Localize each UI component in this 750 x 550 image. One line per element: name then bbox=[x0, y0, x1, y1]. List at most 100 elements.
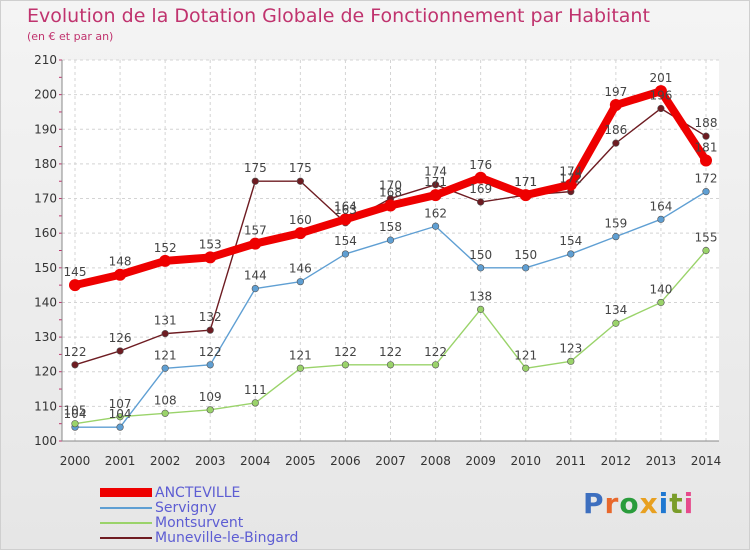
legend-label: Muneville-le-Bingard bbox=[155, 529, 299, 546]
data-label-muneville-le-bingard: 196 bbox=[649, 88, 672, 102]
data-label-muneville-le-bingard: 163 bbox=[334, 203, 357, 217]
data-point-ancteville bbox=[249, 237, 262, 250]
data-label-servigny: 104 bbox=[109, 407, 132, 421]
data-label-montsurvent: 107 bbox=[109, 397, 132, 411]
x-tick-label: 2004 bbox=[240, 454, 271, 468]
y-tick-label: 140 bbox=[34, 295, 57, 309]
data-label-ancteville: 181 bbox=[695, 140, 718, 154]
y-tick-label: 110 bbox=[34, 399, 57, 413]
data-point-muneville-le-bingard bbox=[702, 132, 710, 140]
data-label-montsurvent: 105 bbox=[64, 404, 87, 418]
data-point-servigny bbox=[206, 361, 214, 369]
logo-letter: o bbox=[619, 487, 640, 520]
data-label-montsurvent: 122 bbox=[379, 345, 402, 359]
x-tick-label: 2002 bbox=[150, 454, 181, 468]
x-tick-label: 2010 bbox=[510, 454, 541, 468]
data-label-ancteville: 201 bbox=[649, 71, 672, 85]
data-point-muneville-le-bingard bbox=[612, 139, 620, 147]
legend-swatch bbox=[100, 536, 152, 539]
data-label-muneville-le-bingard: 170 bbox=[379, 179, 402, 193]
x-tick-label: 2011 bbox=[556, 454, 587, 468]
data-point-ancteville bbox=[159, 254, 172, 267]
legend-item: Montsurvent bbox=[100, 515, 243, 531]
data-point-montsurvent bbox=[612, 319, 620, 327]
data-label-muneville-le-bingard: 175 bbox=[244, 161, 267, 175]
data-point-ancteville bbox=[519, 189, 532, 202]
x-tick-label: 2013 bbox=[646, 454, 677, 468]
data-label-ancteville: 152 bbox=[154, 241, 177, 255]
data-label-ancteville: 197 bbox=[604, 85, 627, 99]
data-label-muneville-le-bingard: 174 bbox=[424, 165, 447, 179]
data-point-ancteville bbox=[474, 171, 487, 184]
data-point-ancteville bbox=[429, 189, 442, 202]
data-label-ancteville: 160 bbox=[289, 213, 312, 227]
data-label-ancteville: 168 bbox=[379, 185, 402, 199]
data-point-montsurvent bbox=[71, 420, 79, 428]
data-point-servigny bbox=[431, 222, 440, 230]
logo-letter: x bbox=[639, 487, 659, 520]
data-point-ancteville bbox=[339, 213, 352, 226]
x-tick-label: 2009 bbox=[465, 454, 496, 468]
y-tick-label: 150 bbox=[34, 261, 57, 275]
logo-letter: r bbox=[604, 487, 620, 520]
data-point-montsurvent bbox=[296, 364, 304, 372]
data-point-montsurvent bbox=[477, 305, 485, 313]
data-label-muneville-le-bingard: 122 bbox=[64, 345, 87, 359]
chart-title: Evolution de la Dotation Globale de Fonc… bbox=[27, 5, 650, 27]
data-label-servigny: 172 bbox=[695, 172, 718, 186]
data-label-ancteville: 157 bbox=[244, 224, 267, 238]
data-point-ancteville bbox=[384, 199, 397, 212]
chart-subtitle: (en € et par an) bbox=[27, 30, 114, 43]
data-point-muneville-le-bingard bbox=[251, 177, 259, 185]
legend-item: ANCTEVILLE bbox=[100, 484, 241, 501]
data-label-montsurvent: 121 bbox=[289, 348, 312, 362]
data-label-servigny: 158 bbox=[379, 220, 402, 234]
y-tick-label: 130 bbox=[34, 330, 57, 344]
x-tick-label: 2001 bbox=[105, 454, 136, 468]
x-tick-label: 2003 bbox=[195, 454, 226, 468]
logo-letter: P bbox=[583, 487, 605, 520]
x-tick-label: 2008 bbox=[420, 454, 451, 468]
data-label-montsurvent: 123 bbox=[559, 341, 582, 355]
logo-letter: i bbox=[683, 487, 695, 520]
data-point-servigny bbox=[161, 364, 169, 372]
data-label-montsurvent: 155 bbox=[695, 231, 718, 245]
y-tick-label: 180 bbox=[34, 157, 57, 171]
data-label-ancteville: 171 bbox=[424, 175, 447, 189]
data-label-montsurvent: 109 bbox=[199, 390, 222, 404]
data-label-montsurvent: 111 bbox=[244, 383, 267, 397]
data-point-ancteville bbox=[114, 268, 127, 281]
data-point-montsurvent bbox=[522, 364, 530, 372]
data-point-montsurvent bbox=[431, 361, 440, 369]
data-label-ancteville: 145 bbox=[64, 265, 87, 279]
data-point-ancteville bbox=[294, 227, 307, 240]
data-point-ancteville bbox=[609, 99, 622, 112]
x-tick-label: 2005 bbox=[285, 454, 316, 468]
data-label-servigny: 104 bbox=[64, 407, 87, 421]
y-tick-label: 100 bbox=[34, 434, 57, 448]
data-label-muneville-le-bingard: 131 bbox=[154, 314, 177, 328]
legend-swatch bbox=[100, 506, 152, 509]
data-point-muneville-le-bingard bbox=[71, 361, 79, 369]
data-label-ancteville: 164 bbox=[334, 199, 357, 213]
data-point-montsurvent bbox=[567, 357, 575, 365]
data-label-servigny: 144 bbox=[244, 269, 267, 283]
data-point-servigny bbox=[567, 250, 575, 258]
data-point-servigny bbox=[251, 285, 259, 293]
data-point-montsurvent bbox=[341, 361, 350, 369]
data-label-servigny: 121 bbox=[154, 348, 177, 362]
data-label-montsurvent: 138 bbox=[469, 289, 492, 303]
x-tick-label: 2014 bbox=[691, 454, 722, 468]
data-point-montsurvent bbox=[386, 361, 395, 369]
legend-item: Servigny bbox=[100, 500, 216, 516]
data-label-servigny: 150 bbox=[514, 248, 537, 262]
data-point-montsurvent bbox=[161, 409, 169, 417]
y-tick-label: 190 bbox=[34, 122, 57, 136]
data-label-servigny: 159 bbox=[604, 217, 627, 231]
legend-label: ANCTEVILLE bbox=[155, 484, 241, 501]
legend-swatch bbox=[100, 521, 152, 524]
logo-letter: i bbox=[658, 487, 670, 520]
data-label-muneville-le-bingard: 172 bbox=[559, 172, 582, 186]
data-point-muneville-le-bingard bbox=[161, 330, 169, 338]
data-point-muneville-le-bingard bbox=[206, 326, 214, 334]
